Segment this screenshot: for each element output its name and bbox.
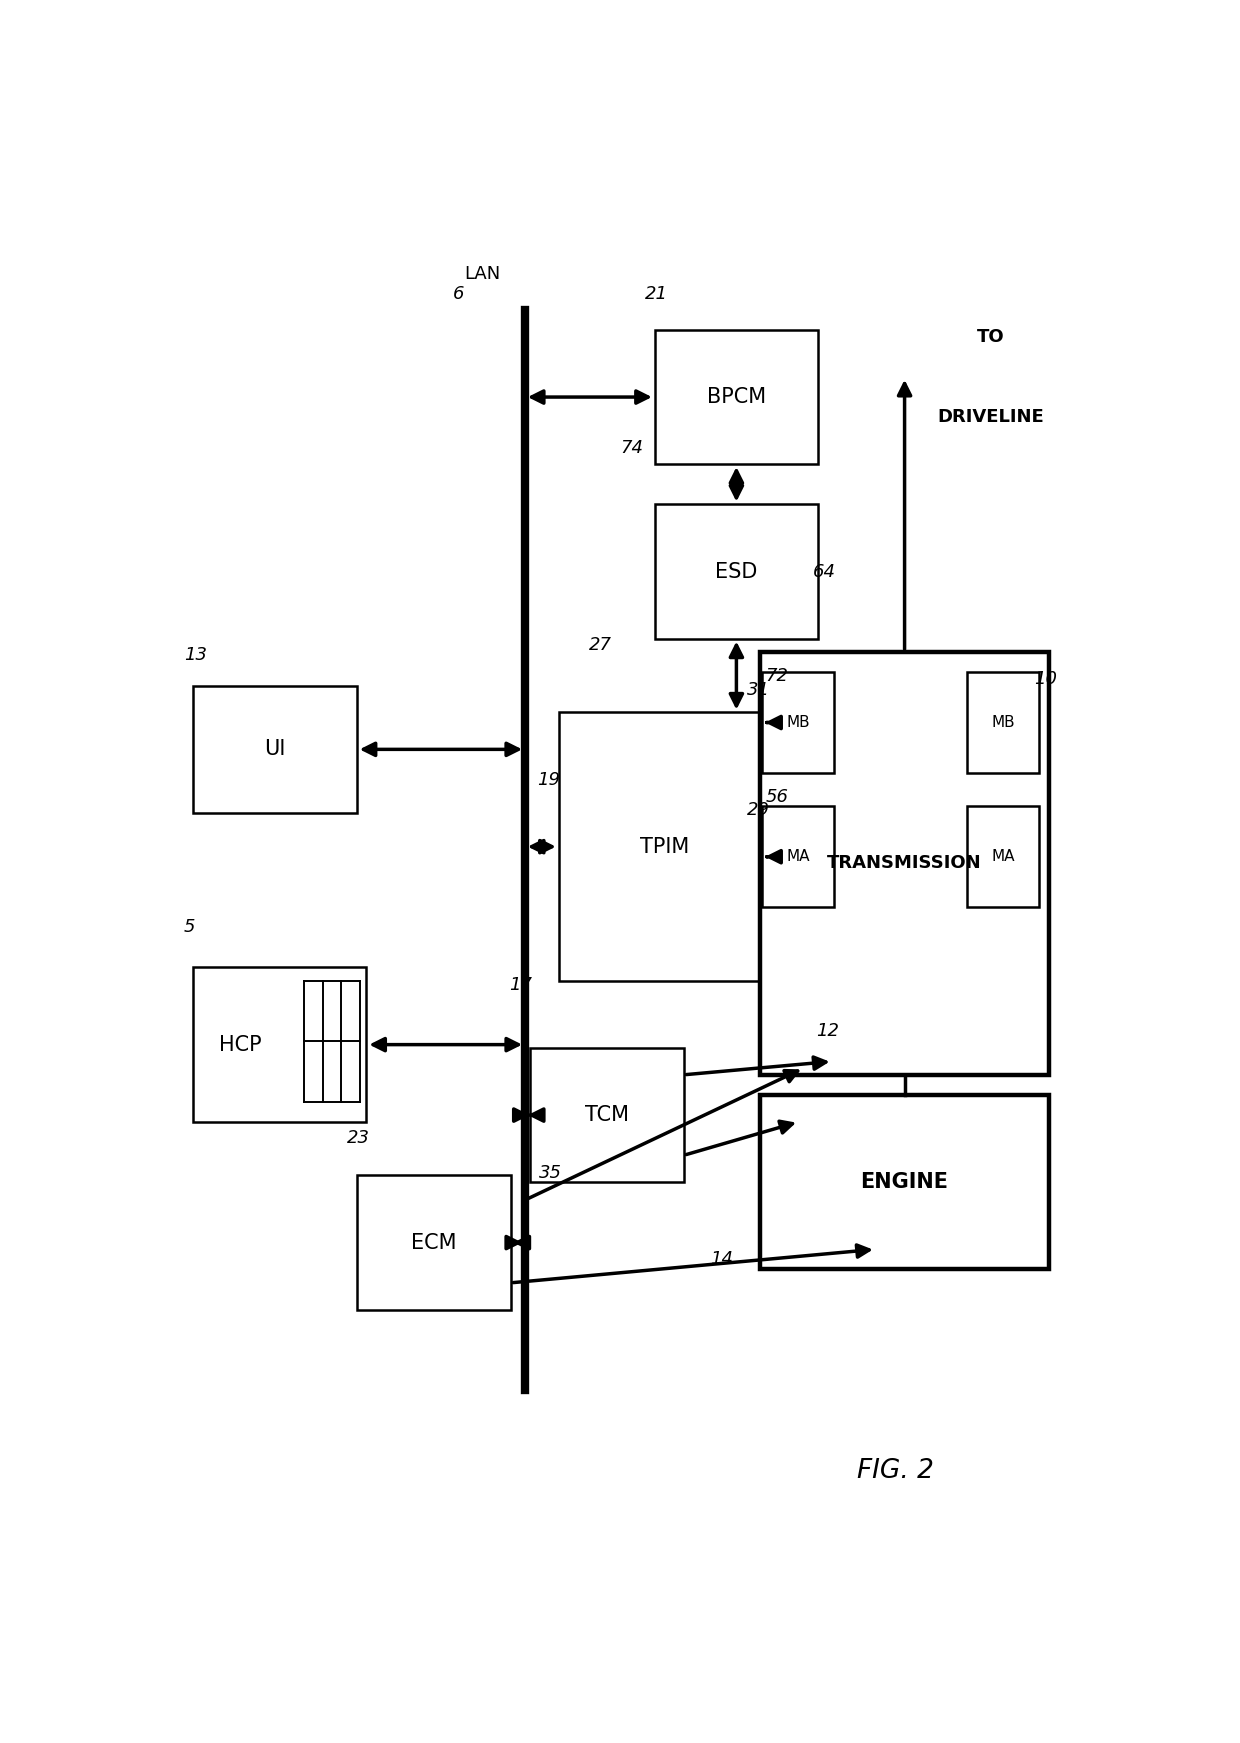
- Bar: [655, 329, 818, 464]
- Bar: [763, 807, 835, 906]
- Text: MB: MB: [786, 715, 810, 730]
- Text: 14: 14: [711, 1250, 733, 1267]
- Text: 23: 23: [347, 1129, 371, 1147]
- Text: FIG. 2: FIG. 2: [857, 1457, 934, 1483]
- Text: UI: UI: [264, 739, 285, 760]
- Text: 19: 19: [537, 770, 560, 788]
- Text: 29: 29: [746, 802, 770, 819]
- Bar: [529, 1048, 683, 1182]
- Bar: [193, 967, 367, 1122]
- Text: TRANSMISSION: TRANSMISSION: [827, 854, 982, 873]
- Text: 35: 35: [539, 1164, 563, 1182]
- Bar: [357, 1175, 511, 1309]
- Text: 74: 74: [620, 439, 644, 457]
- Text: TPIM: TPIM: [640, 837, 689, 856]
- Text: 31: 31: [746, 680, 770, 699]
- Text: 17: 17: [508, 976, 532, 994]
- Text: 56: 56: [765, 788, 789, 805]
- Text: BPCM: BPCM: [707, 387, 766, 408]
- Text: 21: 21: [645, 284, 668, 303]
- Text: MA: MA: [786, 849, 810, 865]
- Text: 10: 10: [1034, 669, 1058, 688]
- Text: 27: 27: [589, 636, 613, 654]
- Text: ENGINE: ENGINE: [861, 1173, 949, 1192]
- Text: DRIVELINE: DRIVELINE: [937, 408, 1044, 427]
- Bar: [763, 673, 835, 772]
- Bar: [760, 1095, 1049, 1269]
- Text: 5: 5: [184, 919, 196, 936]
- Text: ESD: ESD: [715, 561, 758, 582]
- Text: 64: 64: [813, 563, 836, 580]
- Bar: [558, 713, 770, 981]
- Text: 6: 6: [453, 284, 465, 303]
- Bar: [967, 807, 1039, 906]
- Bar: [760, 652, 1049, 1075]
- Text: MB: MB: [991, 715, 1014, 730]
- Text: 13: 13: [184, 645, 207, 664]
- Bar: [655, 504, 818, 638]
- Text: HCP: HCP: [218, 1035, 262, 1055]
- Text: TCM: TCM: [585, 1105, 629, 1124]
- Text: ECM: ECM: [410, 1232, 456, 1253]
- Text: TO: TO: [977, 328, 1004, 345]
- Text: MA: MA: [991, 849, 1014, 865]
- Bar: [193, 685, 357, 812]
- Text: 72: 72: [765, 668, 789, 685]
- Bar: [967, 673, 1039, 772]
- Text: LAN: LAN: [465, 265, 501, 282]
- Text: 12: 12: [816, 1021, 839, 1039]
